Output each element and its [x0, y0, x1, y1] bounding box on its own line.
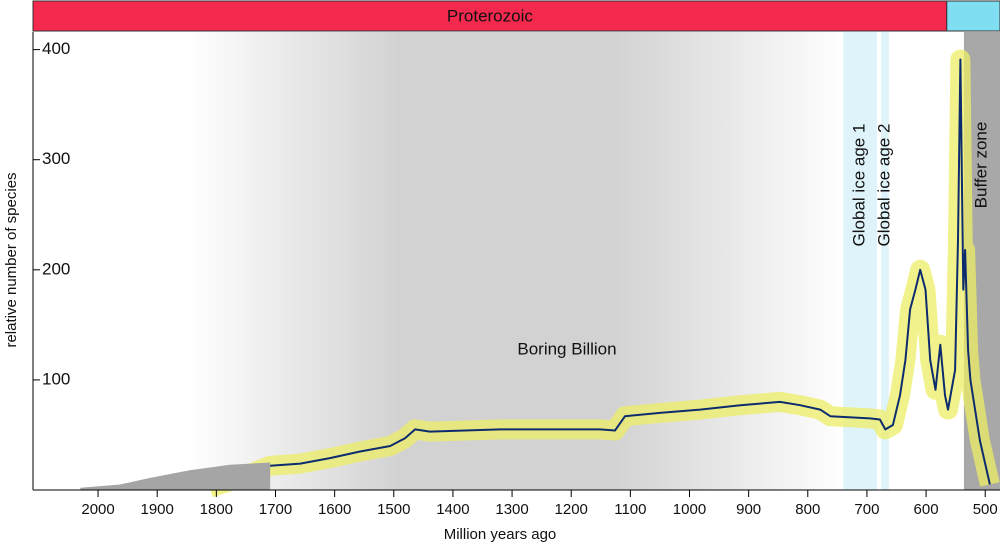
x-tick-label: 1200	[555, 501, 588, 518]
period-bar	[946, 0, 1000, 32]
x-tick-label: 1500	[377, 501, 410, 518]
period-bar	[32, 0, 948, 32]
y-tick-label: 400	[42, 39, 70, 58]
period-label: Proterozoic	[447, 6, 533, 25]
y-tick-label: 300	[42, 149, 70, 168]
x-tick-label: 600	[914, 501, 939, 518]
x-tick-label: 1000	[673, 501, 706, 518]
x-tick-label: 1700	[259, 501, 292, 518]
x-tick-label: 1100	[614, 501, 646, 518]
line	[209, 58, 991, 489]
annotation: Boring Billion	[517, 339, 616, 358]
band-label: Global ice age 2	[874, 124, 893, 247]
y-tick-label: 200	[42, 259, 70, 278]
y-tick-label: 100	[42, 369, 70, 388]
x-tick-label: 700	[854, 501, 879, 518]
band	[881, 32, 889, 490]
band-label: Global ice age 1	[850, 124, 869, 247]
x-tick-label: 1300	[495, 501, 528, 518]
x-axis-title: Million years ago	[444, 526, 557, 543]
x-tick-label: 800	[795, 501, 820, 518]
x-tick-label: 1900	[141, 501, 174, 518]
area	[80, 462, 271, 490]
x-tick-label: 500	[973, 501, 998, 518]
x-tick-label: 900	[736, 501, 761, 518]
y-axis-title: relative number of species	[3, 172, 20, 347]
x-tick-label: 1600	[318, 501, 351, 518]
x-tick-label: 2000	[81, 501, 114, 518]
x-tick-label: 1800	[200, 501, 233, 518]
x-tick-label: 1400	[436, 501, 469, 518]
band-label: Buffer zone	[971, 122, 990, 209]
